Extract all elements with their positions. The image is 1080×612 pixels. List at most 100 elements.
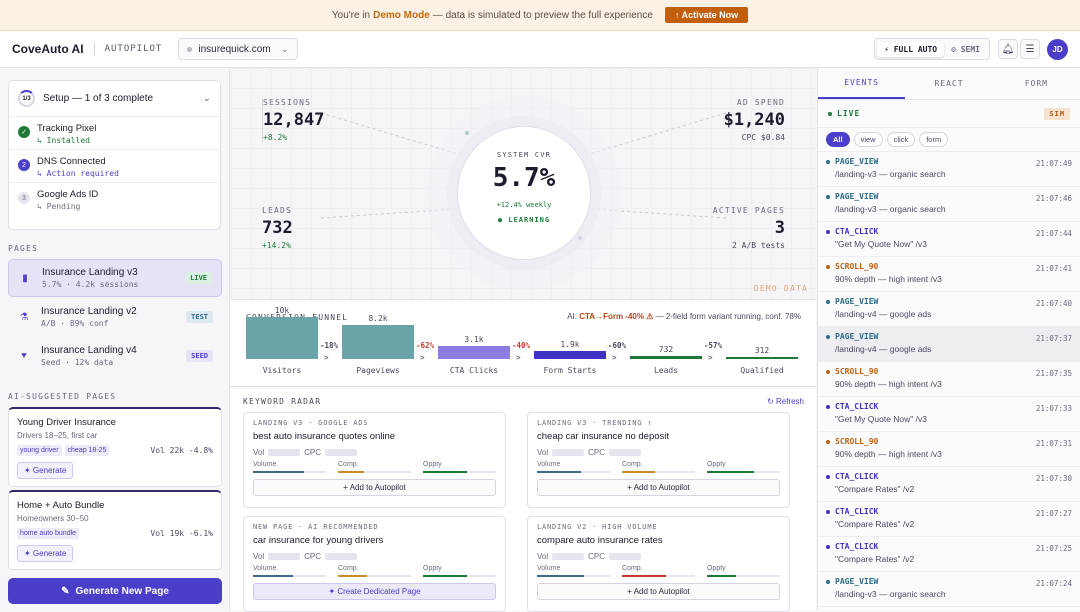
left-sidebar: 1/3 Setup — 1 of 3 complete ⌄ ✓ Tracking… [0,68,230,611]
generate-button[interactable]: ✦ Generate [17,462,74,479]
event-row[interactable]: SCROLL_90 90% depth — high intent /v3 21… [818,432,1080,467]
event-description: /landing-v3 — organic search [835,169,946,179]
divider [93,42,95,56]
setup-step-dns[interactable]: 2 DNS Connected ↳ Action required [9,150,220,183]
cpc-label: CPC [588,552,606,561]
event-time: 21:07:30 [1035,474,1072,483]
product-label: AUTOPILOT [104,44,163,54]
keyword-tag: home auto bundle [17,528,80,539]
funnel-drop: -57% [704,341,723,350]
event-type: PAGE_VIEW [835,157,879,166]
page-meta: Seed · 12% data [41,358,114,367]
stat-delta: +14.2% [262,241,291,250]
add-to-autopilot-button[interactable]: + Add to Autopilot [537,479,780,496]
filter-all[interactable]: All [826,132,850,147]
funnel-drop: -18% [320,341,339,350]
event-dot-icon [826,579,830,584]
event-row[interactable]: SCROLL_90 90% depth — high intent /v3 21… [818,362,1080,397]
event-dot-icon [826,159,830,164]
event-type: SCROLL_90 [835,437,879,446]
ai-text: — 2-field form variant running, conf. 78… [655,312,801,321]
semi-mode-button[interactable]: ⚙ SEMI [951,44,980,54]
activate-button[interactable]: ↑ Activate Now [664,7,749,23]
event-type: SCROLL_90 [835,262,879,271]
event-dot-icon [826,299,830,304]
events-tabs: EVENTS REACT FORM [818,68,1080,100]
event-row[interactable]: PAGE_VIEW /landing-v3 — organic search 2… [818,572,1080,607]
keyword-card: LANDING V2 · HIGH VOLUME compare auto in… [527,516,790,612]
funnel-drop: -60% [608,341,627,350]
full-auto-mode-button[interactable]: ⚡ FULL AUTO [877,41,945,57]
blurred-value [552,449,585,456]
status-badge: LIVE [185,272,212,284]
event-row[interactable]: CTA_CLICK "Compare Rates" /v2 21:07:30 [818,467,1080,502]
settings-sliders-icon[interactable]: ☰ [1020,39,1040,59]
funnel-value: 312 [754,346,770,355]
event-row[interactable]: PAGE_VIEW /landing-v3 — organic search 2… [818,187,1080,222]
live-indicator: LIVE SIM [818,100,1080,128]
event-row[interactable]: PAGE_VIEW /landing-v4 — google ads 21:07… [818,327,1080,362]
stat-sub: CPC $0.84 [741,133,785,142]
page-item-landing-v3[interactable]: ▮ Insurance Landing v3 5.7% · 4.2k sessi… [8,259,222,297]
meter-label: Volume [253,565,277,572]
event-description: 90% depth — high intent /v3 [835,449,942,459]
create-page-button[interactable]: ✦ Create Dedicated Page [253,583,496,600]
blurred-value [268,553,301,560]
meter-label: Oppty [707,565,726,572]
cvr-label: SYSTEM CVR [496,151,552,159]
tab-form[interactable]: FORM [1024,79,1048,88]
funnel-label: Pageviews [356,366,400,375]
filter-view[interactable]: view [853,132,883,147]
tab-react[interactable]: REACT [934,79,964,88]
page-item-landing-v4[interactable]: ⯆ Insurance Landing v4 Seed · 12% data S… [8,337,222,375]
add-to-autopilot-button[interactable]: + Add to Autopilot [537,583,780,600]
event-dot-icon [826,404,830,409]
event-row[interactable]: CTA_CLICK "Get My Quote Now" /v3 21:07:3… [818,397,1080,432]
funnel-bar [438,345,510,359]
event-description: /landing-v3 — organic search [835,589,946,599]
filter-form[interactable]: form [919,132,949,147]
event-row[interactable]: SCROLL_90 90% depth — high intent /v3 21… [818,257,1080,292]
stat-label: AD SPEND [736,98,785,107]
domain-selector[interactable]: insurequick.com ⌄ [178,38,298,60]
generate-button[interactable]: ✦ Generate [17,545,74,562]
keyword-meter: Oppty [423,565,496,577]
vol-label: Vol [253,552,265,561]
demo-banner: You're in Demo Mode — data is simulated … [0,0,1080,31]
keyword-meter: Comp. [338,461,411,473]
main-panel: SESSIONS 12,847 +8.2% AD SPEND $1,240 CP… [231,68,816,612]
setup-header[interactable]: 1/3 Setup — 1 of 3 complete ⌄ [9,81,220,117]
avatar[interactable]: JD [1047,39,1068,60]
add-to-autopilot-button[interactable]: + Add to Autopilot [253,479,496,496]
setup-step-google-ads[interactable]: 3 Google Ads ID ↳ Pending [9,183,220,215]
event-row[interactable]: PAGE_VIEW /landing-v4 — google ads 21:07… [818,292,1080,327]
blurred-value [325,553,358,560]
event-row[interactable]: CTA_CLICK "Compare Rates" /v2 21:07:27 [818,502,1080,537]
conversion-funnel: CONVERSION FUNNEL AI: CTA→Form -40% ⚠ — … [231,301,816,387]
domain-status-dot [187,46,193,52]
generate-new-page-button[interactable]: ✎ Generate New Page [8,578,222,604]
blurred-value [552,553,585,560]
filter-click[interactable]: click [886,132,916,147]
setup-step-tracking[interactable]: ✓ Tracking Pixel ↳ Installed [9,117,220,150]
step-status: ↳ Pending [37,202,81,211]
tab-events[interactable]: EVENTS [818,68,906,99]
cpc-label: CPC [304,552,322,561]
event-row[interactable]: CTA_CLICK "Get My Quote Now" /v3 21:07:4… [818,222,1080,257]
meter-label: Comp. [338,565,359,572]
funnel-value: 732 [658,345,674,355]
arrow-right-icon: > [708,353,713,362]
bell-icon[interactable]: 🔔︎ [998,39,1018,59]
refresh-button[interactable]: ↻ Refresh [767,397,804,406]
cpc-label: CPC [588,448,606,457]
status-badge: TEST [186,311,213,323]
event-row[interactable]: PAGE_VIEW /landing-v3 — organic search 2… [818,152,1080,187]
ai-highlight: CTA→Form -40% ⚠ [579,312,654,321]
page-item-landing-v2[interactable]: ⚗ Insurance Landing v2 A/B · 89% conf TE… [8,298,222,336]
cvr-value: 5.7% [492,163,556,193]
meter-label: Comp. [622,565,643,572]
keyword-stats: Vol CPC [253,552,496,561]
event-description: /landing-v4 — google ads [835,344,932,354]
meter-fill [338,575,368,577]
event-row[interactable]: CTA_CLICK "Compare Rates" /v2 21:07:25 [818,537,1080,572]
